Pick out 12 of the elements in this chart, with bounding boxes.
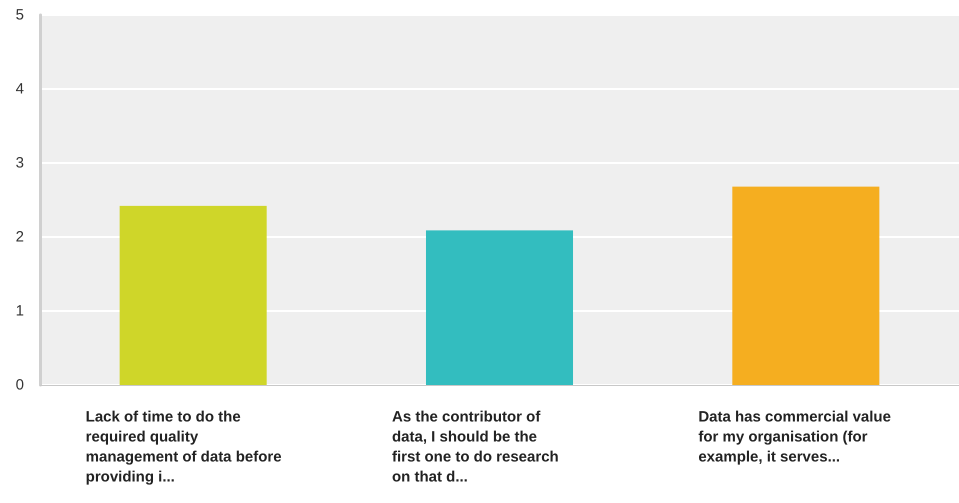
y-tick-label: 4 bbox=[16, 80, 24, 98]
y-tick-label: 5 bbox=[16, 6, 24, 24]
y-tick-label: 3 bbox=[16, 154, 24, 172]
y-tick-label: 1 bbox=[16, 302, 24, 320]
bar bbox=[426, 230, 574, 385]
x-tick-label: Lack of time to do the required quality management of data before providing i... bbox=[86, 408, 282, 486]
bar bbox=[732, 186, 880, 385]
x-tick-label: As the contributor of data, I should be the first one to do research on that d... bbox=[392, 408, 559, 486]
bar bbox=[120, 206, 267, 385]
y-tick-label: 2 bbox=[16, 228, 24, 246]
x-tick-label: Data has commercial value for my organisation (for example, it serves... bbox=[698, 408, 891, 466]
y-tick-label: 0 bbox=[16, 376, 24, 394]
